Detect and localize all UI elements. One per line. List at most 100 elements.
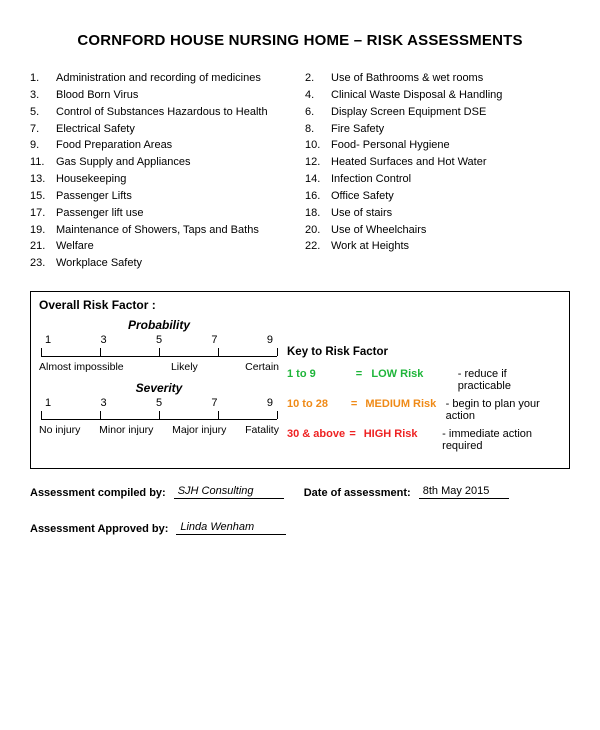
key-range: 1 to 9 [287,368,356,380]
approved-by-value: Linda Wenham [176,521,286,535]
list-item-text: Display Screen Equipment DSE [331,105,570,120]
list-item-text: Gas Supply and Appliances [56,155,295,170]
severity-title: Severity [39,381,279,395]
probability-labels: Almost impossible Likely Certain [39,361,279,373]
assessment-list: 1.Administration and recording of medici… [30,71,570,273]
key-desc: - immediate action required [442,428,561,452]
scale-label: Almost impossible [39,361,124,373]
scale-num: 5 [156,334,162,346]
list-col-right: 2.Use of Bathrooms & wet rooms4.Clinical… [305,71,570,273]
list-item-text: Use of Wheelchairs [331,223,570,238]
list-item-num: 18. [305,206,331,221]
list-item: 1.Administration and recording of medici… [30,71,295,86]
scale-num: 1 [45,397,51,409]
scale-label: Minor injury [99,424,153,436]
list-item-text: Electrical Safety [56,122,295,137]
list-item: 19.Maintenance of Showers, Taps and Bath… [30,223,295,238]
list-item-num: 12. [305,155,331,170]
list-item-num: 19. [30,223,56,238]
severity-scale: Severity 1 3 5 7 9 No injury M [39,381,279,436]
list-item: 22.Work at Heights [305,239,570,254]
list-item-num: 13. [30,172,56,187]
list-item-text: Infection Control [331,172,570,187]
scale-num: 3 [100,397,106,409]
scale-label: Major injury [172,424,226,436]
scale-num: 7 [211,397,217,409]
scale-label: Likely [171,361,198,373]
list-item-num: 11. [30,155,56,170]
list-item: 20.Use of Wheelchairs [305,223,570,238]
list-item-num: 23. [30,256,56,271]
sig-row-compiled: Assessment compiled by: SJH Consulting D… [30,485,570,499]
scales-column: Probability 1 3 5 7 9 Almost impossible [39,318,279,458]
list-item-text: Food Preparation Areas [56,138,295,153]
list-item-num: 8. [305,122,331,137]
list-item-num: 14. [305,172,331,187]
list-item-text: Welfare [56,239,295,254]
list-item: 17.Passenger lift use [30,206,295,221]
list-item: 23.Workplace Safety [30,256,295,271]
severity-nums: 1 3 5 7 9 [39,397,279,409]
key-eq: = [356,368,372,380]
list-item-num: 10. [305,138,331,153]
key-desc: - reduce if practicable [458,368,561,392]
key-desc: - begin to plan your action [446,398,561,422]
scale-num: 7 [211,334,217,346]
list-item-text: Blood Born Virus [56,88,295,103]
compiled-by-label: Assessment compiled by: [30,487,166,499]
compiled-by-value: SJH Consulting [174,485,284,499]
list-item-num: 7. [30,122,56,137]
list-item-num: 3. [30,88,56,103]
date-value: 8th May 2015 [419,485,509,499]
list-item-num: 5. [30,105,56,120]
key-row: 1 to 9=LOW Risk- reduce if practicable [287,368,561,392]
list-item-text: Passenger Lifts [56,189,295,204]
signature-block: Assessment compiled by: SJH Consulting D… [30,485,570,535]
list-item-num: 2. [305,71,331,86]
list-item-text: Passenger lift use [56,206,295,221]
scale-label: Certain [245,361,279,373]
list-item-text: Heated Surfaces and Hot Water [331,155,570,170]
key-range: 30 & above [287,428,349,440]
list-item-num: 9. [30,138,56,153]
risk-box-header: Overall Risk Factor : [39,298,561,312]
list-item-text: Work at Heights [331,239,570,254]
list-item-text: Food- Personal Hygiene [331,138,570,153]
list-item: 2.Use of Bathrooms & wet rooms [305,71,570,86]
probability-nums: 1 3 5 7 9 [39,334,279,346]
page-title: CORNFORD HOUSE NURSING HOME – RISK ASSES… [30,32,570,49]
severity-labels: No injury Minor injury Major injury Fata… [39,424,279,436]
scale-num: 9 [267,334,273,346]
list-item: 6.Display Screen Equipment DSE [305,105,570,120]
key-range: 10 to 28 [287,398,351,410]
list-item-num: 1. [30,71,56,86]
list-item-num: 15. [30,189,56,204]
severity-axis [41,410,277,420]
list-item-num: 16. [305,189,331,204]
scale-num: 1 [45,334,51,346]
list-item-num: 22. [305,239,331,254]
list-item-text: Use of Bathrooms & wet rooms [331,71,570,86]
scale-num: 5 [156,397,162,409]
list-item: 18.Use of stairs [305,206,570,221]
list-item: 21.Welfare [30,239,295,254]
list-item-text: Maintenance of Showers, Taps and Baths [56,223,295,238]
list-item-num: 21. [30,239,56,254]
date-label: Date of assessment: [304,487,411,499]
scale-num: 9 [267,397,273,409]
list-item: 3.Blood Born Virus [30,88,295,103]
list-item-text: Control of Substances Hazardous to Healt… [56,105,295,120]
list-item-text: Administration and recording of medicine… [56,71,295,86]
list-item: 11.Gas Supply and Appliances [30,155,295,170]
probability-scale: Probability 1 3 5 7 9 Almost impossible [39,318,279,373]
list-item-text: Office Safety [331,189,570,204]
key-eq: = [351,398,366,410]
list-item: 16.Office Safety [305,189,570,204]
list-item: 10.Food- Personal Hygiene [305,138,570,153]
list-item-text: Fire Safety [331,122,570,137]
list-item-num: 4. [305,88,331,103]
list-item-num: 17. [30,206,56,221]
list-col-left: 1.Administration and recording of medici… [30,71,295,273]
list-item-num: 6. [305,105,331,120]
scale-label: Fatality [245,424,279,436]
